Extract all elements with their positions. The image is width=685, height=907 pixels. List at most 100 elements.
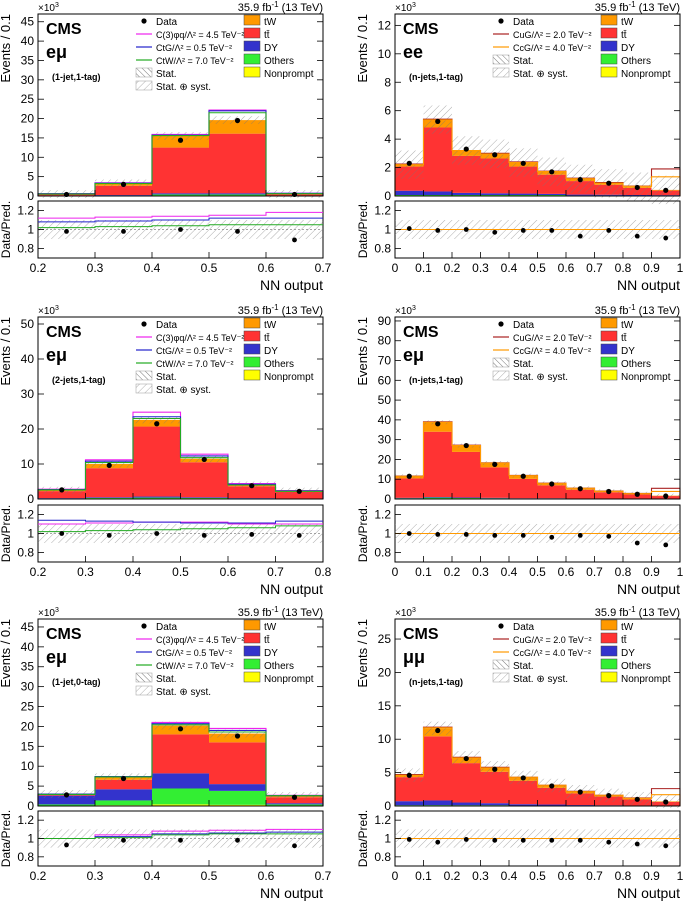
bar-tt [133,426,181,497]
data-point [59,487,65,493]
data-point [663,187,669,193]
bar-tt [275,491,323,499]
bar-dy [480,193,509,196]
bar-dy [537,804,566,806]
ratio-data-point [663,843,669,849]
x-tick-label: 0.8 [615,869,632,883]
legend-swatch-others [600,658,618,670]
data-point [435,118,441,124]
legend-stat-swatch [492,659,510,670]
x-tick-label: 0.6 [258,869,275,883]
category-label: (n-jets,1-tag) [409,375,463,385]
bar-tt [152,147,209,194]
category-label: (2-jets,1-tag) [52,375,106,385]
bar-others [452,195,481,196]
category-label: (n-jets,1-tag) [409,677,463,687]
bar-dy [537,193,566,196]
legend-statsyst: Stat. ⊕ syst. [156,82,211,93]
y-tick-label: 60 [378,373,392,387]
ratio-data-point [64,229,69,234]
y-tick-label: 10 [378,472,392,486]
x-tick-label: 0.4 [144,261,161,275]
ratio-y-tick-label: 1.2 [374,813,391,827]
ratio-data-point [249,532,255,537]
x-tick-label: 0 [392,565,399,579]
y-tick-label: 10 [21,457,35,471]
x-tick-label: 0.6 [558,261,575,275]
ratio-data-point [235,229,240,234]
bar-tt [537,485,566,499]
data-point [577,177,583,183]
y-tick-label: 10 [378,47,392,61]
x-tick-label: 0.3 [87,869,104,883]
y-tick-label: 45 [21,620,35,634]
ratio-y-tick-label: 1.2 [17,813,34,827]
legend-statsyst: Stat. ⊕ syst. [156,385,211,396]
cms-label: CMS [46,626,82,643]
ratio-data-point [121,229,126,234]
x-tick-label: 0.2 [30,869,47,883]
y-tick-label: 20 [21,112,35,126]
legend-swatch-tt [600,632,618,644]
y-exponent: ×103 [38,607,59,619]
ratio-data-point [292,237,297,243]
bar-tt [95,185,152,196]
x-tick-label: 0.1 [415,869,432,883]
legend-tt: tt̄ [264,634,270,646]
ratio-data-point [292,843,297,849]
legend-others: Others [264,661,294,672]
y-tick-label: 70 [378,354,392,368]
legend-dy: DY [621,346,635,357]
cms-label: CMS [403,626,439,643]
legend-tw: tW [621,622,634,633]
legend-data: Data [513,17,535,28]
ratio-data-point [406,531,412,536]
y-axis-title: Events / 0.1 [0,619,13,688]
x-axis-title: NN output [260,581,323,597]
x-tick-label: 0.5 [529,565,546,579]
ratio-data-point [549,228,555,233]
bar-others [209,194,266,196]
x-axis-title: NN output [617,581,680,597]
x-tick-label: 0.9 [643,869,660,883]
bar-tt [85,468,133,498]
ratio-data-point [663,542,669,548]
uncertainty-band [133,416,181,424]
data-point [406,160,412,166]
bar-tt [228,486,276,499]
channel-label: μμ [403,647,425,667]
legend-stat-swatch [492,357,510,368]
legend-swatch-tt [243,632,261,644]
legend-dy: DY [621,648,635,659]
ratio-y-tick-label: 0.8 [17,850,34,864]
legend-signal: CtW/Λ² = 7.0 TeV⁻² [156,359,234,369]
data-point [234,733,241,739]
ratio-y-tick-label: 0.8 [374,242,391,256]
bar-others [509,195,538,196]
data-point [106,462,112,468]
ratio-data-point [296,533,302,538]
legend-tw: tW [264,622,277,633]
legend-data: Data [156,622,178,633]
cms-label: CMS [46,324,82,341]
y-tick-label: 80 [378,334,392,348]
ratio-axis-title: Data/Pred. [356,810,370,867]
bar-others [266,804,323,806]
x-tick-label: 0.3 [77,565,94,579]
ratio-data-point [435,228,441,233]
legend-others: Others [621,56,651,67]
bar-tw [423,422,452,432]
ratio-y-tick-label: 1.2 [374,508,391,522]
ratio-signal-line [38,224,323,229]
bar-tt [594,492,623,499]
data-point [520,775,526,781]
legend-others: Others [264,56,294,67]
ratio-data-point [634,233,640,239]
legend-swatch-tt [600,330,618,342]
data-point [606,180,612,186]
x-tick-label: 0.2 [444,261,461,275]
lumi-sup: -1 [628,0,636,9]
data-point [663,493,669,499]
